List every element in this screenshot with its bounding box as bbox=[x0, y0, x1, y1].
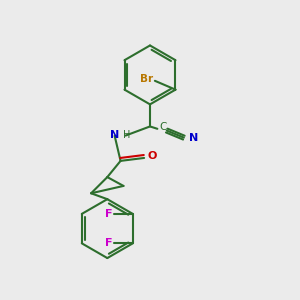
Text: H: H bbox=[123, 130, 130, 140]
Text: F: F bbox=[105, 209, 112, 219]
Text: N: N bbox=[110, 130, 119, 140]
Text: Br: Br bbox=[140, 74, 153, 84]
Text: C: C bbox=[160, 122, 167, 132]
Text: O: O bbox=[148, 152, 157, 161]
Text: F: F bbox=[105, 238, 112, 248]
Text: N: N bbox=[189, 133, 198, 143]
